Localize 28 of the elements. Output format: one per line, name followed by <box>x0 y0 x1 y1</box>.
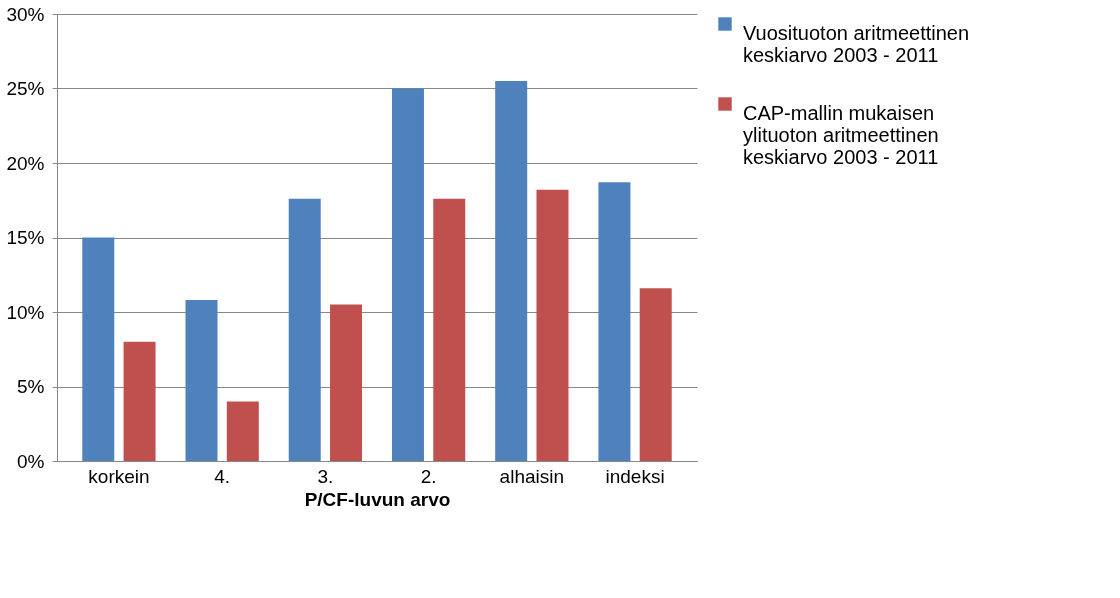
bar <box>391 88 424 461</box>
x-axis-title: P/CF-luvun arvo <box>304 488 451 510</box>
bar <box>185 300 218 461</box>
bar <box>433 198 466 461</box>
bar <box>226 401 259 461</box>
bar <box>288 198 321 461</box>
bar <box>123 341 156 461</box>
y-tick-label: 10% <box>6 301 45 323</box>
y-tick-label: 20% <box>6 152 45 174</box>
x-tick-label: 3. <box>317 465 334 487</box>
bar <box>495 81 528 461</box>
x-tick-label: alhaisin <box>499 465 565 487</box>
y-tick-label: 15% <box>6 227 45 248</box>
y-tick-label: 5% <box>17 376 45 397</box>
bar <box>598 182 631 461</box>
y-tick-label: 25% <box>6 78 45 99</box>
y-tick-label: 0% <box>17 450 45 472</box>
x-tick-label: korkein <box>88 465 150 487</box>
x-tick-label: 4. <box>214 465 231 487</box>
bar <box>82 237 115 461</box>
x-tick-label: 2. <box>420 465 437 487</box>
y-tick-label: 30% <box>6 3 45 25</box>
legend-label: CAP-mallin mukaisen ylituoton aritmeettinen keskiarvo 2003 - 2011 <box>743 102 939 168</box>
legend-label: Vuosituoton aritmeettinen keskiarvo 2003 - 2011 <box>743 22 970 66</box>
bar <box>639 288 672 461</box>
x-tick-label: indeksi <box>605 465 665 487</box>
bar <box>330 304 363 461</box>
bar <box>536 189 569 461</box>
